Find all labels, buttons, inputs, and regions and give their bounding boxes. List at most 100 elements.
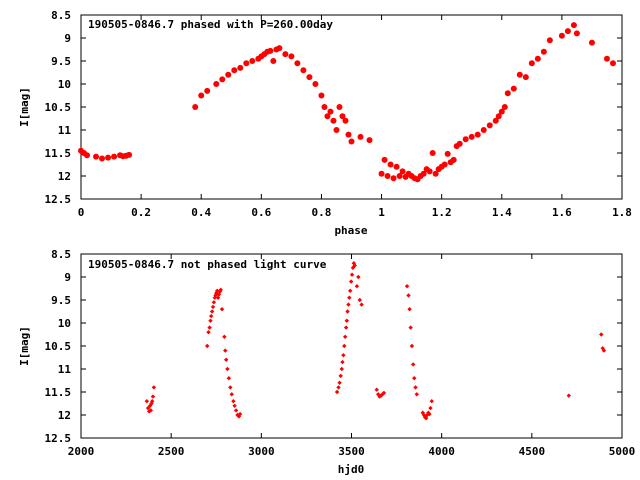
data-point <box>393 163 400 170</box>
data-point <box>348 279 354 284</box>
x-tick-label: 5000 <box>609 445 636 458</box>
data-point <box>410 362 416 367</box>
data-point <box>111 153 118 160</box>
x-tick-label: 1.6 <box>552 206 572 219</box>
data-point <box>126 151 133 158</box>
x-tick-label: 2500 <box>158 445 185 458</box>
data-point <box>99 155 106 162</box>
data-point <box>225 366 230 372</box>
data-point <box>342 343 347 349</box>
data-point <box>229 392 234 397</box>
data-point <box>534 55 541 62</box>
data-point <box>333 127 340 133</box>
y-ticks: 8.5 9 9.5 10 10.5 11 11.5 12 12.5 <box>45 9 622 206</box>
y-tick-label: 12.5 <box>45 432 72 445</box>
x-axis-label: hjd0 <box>338 463 365 476</box>
x-tick-label: 4500 <box>519 445 546 458</box>
x-tick-label: 0.4 <box>191 206 211 219</box>
data-point <box>342 334 348 339</box>
data-point <box>404 284 410 289</box>
data-point <box>429 150 436 156</box>
data-point <box>150 399 155 404</box>
data-point <box>237 64 244 71</box>
data-point <box>359 302 364 307</box>
data-point <box>396 173 403 179</box>
data-point <box>609 60 616 67</box>
x-tick-label: 0.2 <box>131 206 151 219</box>
y-tick-label: 11.5 <box>45 386 72 399</box>
y-tick-label: 12.5 <box>45 193 72 206</box>
data-point <box>339 366 344 372</box>
data-point <box>381 390 387 396</box>
data-point <box>219 76 226 83</box>
y-tick-label: 8.5 <box>51 248 71 261</box>
y-tick-label: 10.5 <box>45 340 72 353</box>
data-point <box>366 137 373 144</box>
data-point <box>357 297 362 303</box>
y-tick-label: 9.5 <box>51 55 71 68</box>
data-point <box>441 161 448 168</box>
data-point <box>495 113 502 120</box>
data-point <box>486 122 493 129</box>
unphased-light-curve-panel: 190505-0846.7 not phased light curve hjd… <box>18 248 635 476</box>
data-point <box>573 30 580 37</box>
data-point <box>603 55 610 62</box>
data-point <box>378 170 385 177</box>
data-point <box>348 138 355 145</box>
x-axis-label: phase <box>334 224 367 237</box>
data-points <box>78 22 616 183</box>
data-point <box>232 403 237 408</box>
y-tick-label: 11.5 <box>45 147 72 160</box>
data-point <box>338 373 343 379</box>
data-point <box>504 90 511 97</box>
data-point <box>356 274 361 280</box>
data-point <box>516 71 523 78</box>
data-point <box>588 39 595 46</box>
data-point <box>428 405 433 411</box>
data-point <box>223 357 229 362</box>
data-point <box>84 152 91 159</box>
data-point <box>321 104 328 110</box>
x-tick-label: 0.6 <box>251 206 271 219</box>
data-point <box>225 71 232 78</box>
data-point <box>300 67 307 74</box>
data-point <box>426 168 433 175</box>
x-tick-label: 1 <box>378 206 385 219</box>
data-point <box>207 325 212 330</box>
data-point <box>570 22 577 29</box>
x-ticks: 2000 2500 3000 3500 4000 4500 5000 <box>68 254 636 458</box>
data-point <box>288 53 295 60</box>
y-tick-label: 11 <box>58 124 72 137</box>
x-tick-label: 2000 <box>68 445 95 458</box>
y-axis-label: I[mag] <box>18 87 31 127</box>
x-ticks: 0 0.2 0.4 0.6 0.8 1 1.2 1.4 1.6 1.8 <box>78 15 632 219</box>
data-point <box>231 67 238 74</box>
data-point <box>336 104 343 110</box>
data-point <box>213 81 220 87</box>
data-point <box>406 293 411 298</box>
data-point <box>215 295 221 300</box>
x-tick-label: 1.4 <box>492 206 512 219</box>
y-ticks: 8.5 9 9.5 10 10.5 11 11.5 12 12.5 <box>45 248 622 445</box>
data-point <box>420 170 427 177</box>
data-point <box>208 318 213 323</box>
data-point <box>480 127 487 133</box>
chart-title: 190505-0846.7 not phased light curve <box>88 258 327 271</box>
data-point <box>352 263 357 268</box>
data-point <box>346 302 351 307</box>
data-point <box>209 309 215 314</box>
x-tick-label: 3500 <box>338 445 365 458</box>
data-point <box>144 399 150 404</box>
data-point <box>540 48 547 55</box>
data-point <box>492 117 499 124</box>
data-point <box>381 156 388 163</box>
data-point <box>204 87 211 94</box>
data-point <box>450 156 457 163</box>
data-point <box>343 325 349 330</box>
data-point <box>336 385 341 390</box>
data-point <box>601 348 607 353</box>
y-tick-label: 10 <box>58 78 71 91</box>
data-point <box>151 385 157 390</box>
data-point <box>399 168 406 175</box>
